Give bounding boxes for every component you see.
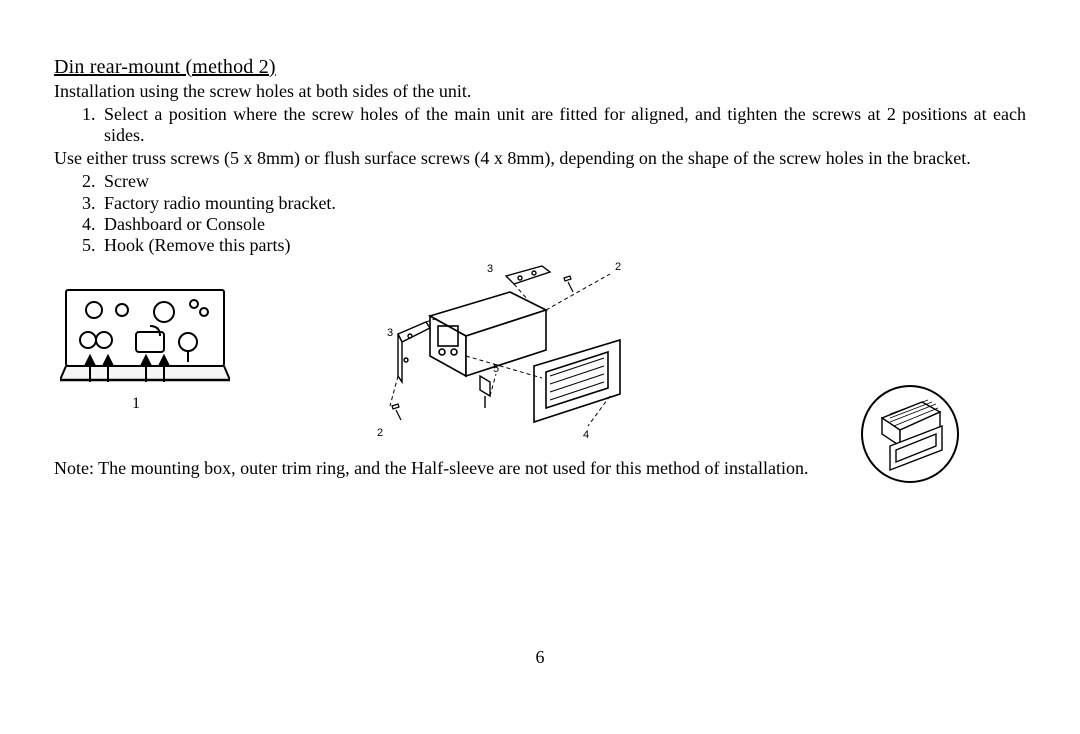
step-4: Dashboard or Console bbox=[100, 214, 1026, 235]
step-3: Factory radio mounting bracket. bbox=[100, 193, 1026, 214]
callout-2-bottom: 2 bbox=[377, 427, 383, 439]
page-number: 6 bbox=[0, 647, 1080, 668]
intro-text: Installation using the screw holes at bo… bbox=[54, 81, 1026, 102]
step-2: Screw bbox=[100, 171, 1026, 192]
step-1: Select a position where the screw holes … bbox=[100, 104, 1026, 146]
diagram-exploded: 2 2 3 3 4 5 bbox=[320, 256, 640, 456]
diagram-area: 1 bbox=[54, 256, 1026, 456]
section-heading: Din rear-mount (method 2) bbox=[54, 56, 1026, 79]
callout-4: 4 bbox=[583, 429, 589, 441]
step-list-1: Select a position where the screw holes … bbox=[54, 104, 1026, 146]
note-text: Note: The mounting box, outer trim ring,… bbox=[54, 458, 809, 479]
screw-spec-text: Use either truss screws (5 x 8mm) or flu… bbox=[54, 148, 1026, 169]
step-5: Hook (Remove this parts) bbox=[100, 235, 1026, 256]
callout-3-top: 3 bbox=[487, 263, 493, 275]
callout-2-top: 2 bbox=[615, 261, 621, 273]
callout-5: 5 bbox=[493, 363, 499, 375]
callout-1: 1 bbox=[132, 395, 140, 412]
diagram-inset-circle bbox=[860, 384, 960, 484]
callout-3-left: 3 bbox=[387, 327, 393, 339]
step-list-2to5: Screw Factory radio mounting bracket. Da… bbox=[54, 171, 1026, 256]
document-page: Din rear-mount (method 2) Installation u… bbox=[0, 0, 1080, 734]
diagram-side-panel: 1 bbox=[60, 282, 230, 412]
